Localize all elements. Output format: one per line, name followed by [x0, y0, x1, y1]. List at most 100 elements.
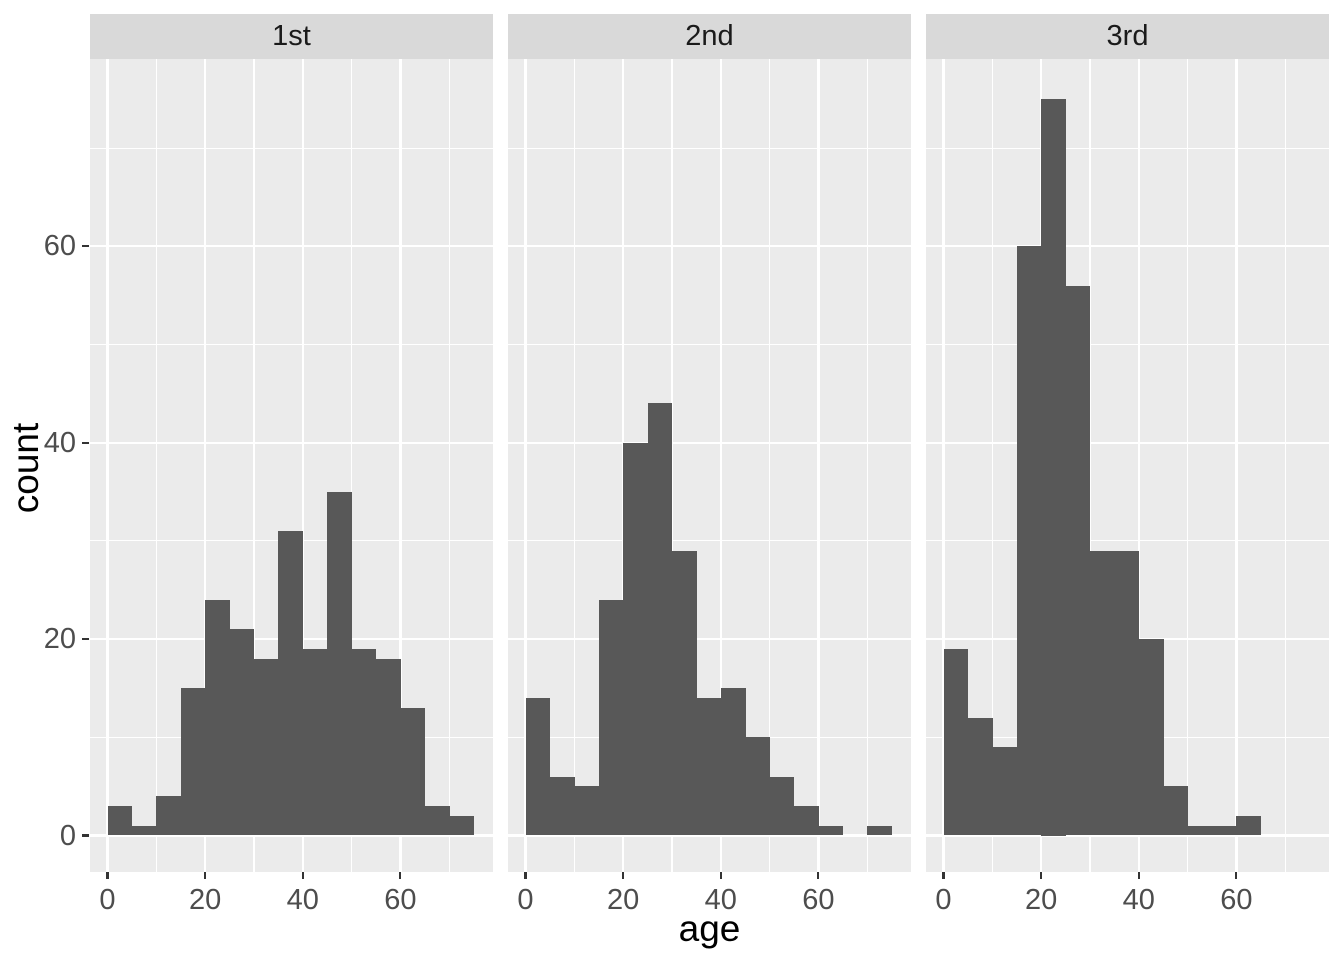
- y-tick-mark: [82, 441, 89, 444]
- gridline-minor-vertical: [448, 59, 450, 872]
- histogram-bar: [867, 825, 892, 836]
- histogram-bar: [745, 737, 770, 836]
- x-tick-label: 40: [1122, 884, 1155, 916]
- x-tick-mark: [1235, 872, 1238, 879]
- x-axis-title: age: [678, 908, 741, 949]
- facet-panel: [926, 59, 1329, 872]
- x-tick-mark: [204, 872, 207, 879]
- histogram-bar: [375, 658, 401, 836]
- gridline-major-vertical: [1235, 59, 1238, 872]
- histogram-bar: [107, 806, 133, 836]
- gridline-major-vertical: [106, 59, 109, 872]
- histogram-bar: [623, 442, 648, 836]
- gridline-minor-vertical: [991, 59, 993, 872]
- gridline-minor-horizontal: [508, 343, 911, 346]
- x-tick-mark: [106, 872, 109, 879]
- gridline-minor-horizontal: [926, 147, 1329, 149]
- histogram-bar: [302, 648, 328, 836]
- gridline-minor-vertical: [253, 59, 255, 872]
- gridline-major-horizontal: [90, 834, 493, 837]
- gridline-minor-vertical: [573, 59, 575, 872]
- gridline-minor-vertical: [768, 59, 771, 872]
- histogram-bar: [1114, 550, 1140, 836]
- histogram-bar: [424, 806, 450, 836]
- gridline-major-horizontal: [508, 245, 911, 248]
- histogram-bar: [992, 747, 1018, 836]
- facet-strip: 2nd: [508, 14, 911, 59]
- x-tick-label: 20: [188, 884, 222, 916]
- gridline-minor-vertical: [350, 59, 353, 872]
- gridline-major-vertical: [621, 59, 625, 872]
- histogram-bar: [1211, 825, 1237, 836]
- histogram-bar: [1187, 825, 1213, 836]
- gridline-major-vertical: [203, 59, 207, 872]
- facet-panel: [508, 59, 911, 872]
- histogram-bar: [671, 550, 697, 836]
- histogram-bar: [720, 688, 746, 836]
- histogram-bar: [647, 403, 673, 836]
- gridline-major-horizontal: [90, 441, 493, 444]
- y-tick-mark: [82, 834, 89, 837]
- histogram-bar: [549, 776, 575, 836]
- gridline-major-horizontal: [926, 441, 1329, 444]
- histogram-bar: [1041, 99, 1066, 836]
- histogram-bar: [278, 531, 304, 836]
- facet-panel: [90, 59, 493, 872]
- gridline-major-vertical: [1137, 59, 1140, 872]
- histogram-bar: [769, 776, 795, 836]
- histogram-bar: [1163, 786, 1188, 836]
- x-tick-label: 0: [517, 884, 534, 916]
- gridline-minor-vertical: [1186, 59, 1189, 872]
- histogram-bar: [131, 825, 157, 836]
- y-tick-label: 20: [43, 623, 76, 656]
- histogram-bar: [327, 491, 352, 836]
- gridline-major-vertical: [719, 59, 722, 872]
- histogram-bar: [943, 648, 969, 836]
- facet-strip-label: 2nd: [685, 20, 734, 52]
- y-tick-label: 60: [43, 230, 76, 263]
- histogram-bar: [1016, 246, 1042, 836]
- histogram-bar: [967, 717, 993, 836]
- y-tick-label: 40: [43, 426, 76, 459]
- gridline-major-vertical: [817, 59, 820, 872]
- gridline-major-horizontal: [926, 834, 1329, 837]
- histogram-bar: [180, 688, 206, 836]
- x-tick-mark: [942, 872, 945, 879]
- histogram-bar: [598, 599, 624, 836]
- gridline-major-vertical: [301, 59, 304, 872]
- x-tick-mark: [399, 872, 402, 879]
- x-tick-label: 0: [935, 884, 952, 916]
- histogram-bar: [205, 599, 230, 836]
- x-tick-label: 60: [384, 884, 417, 916]
- gridline-major-horizontal: [508, 834, 911, 837]
- facet-strip-label: 3rd: [1106, 20, 1149, 52]
- y-tick-mark: [82, 638, 89, 641]
- y-tick-mark: [82, 245, 89, 248]
- gridline-minor-horizontal: [90, 147, 493, 149]
- gridline-major-vertical: [524, 59, 527, 872]
- x-tick-label: 0: [99, 884, 116, 916]
- gridline-major-vertical: [399, 59, 402, 872]
- x-tick-mark: [719, 872, 722, 879]
- y-tick-label: 0: [59, 819, 76, 852]
- x-tick-label: 40: [286, 884, 319, 916]
- gridline-major-horizontal: [90, 245, 493, 248]
- gridline-minor-vertical: [866, 59, 868, 872]
- facet-strip-label: 1st: [272, 20, 311, 52]
- histogram-bar: [1065, 285, 1091, 836]
- x-tick-label: 20: [606, 884, 640, 916]
- histogram-bar: [525, 698, 551, 836]
- histogram-bar: [156, 796, 182, 836]
- histogram-bar: [1089, 550, 1115, 836]
- x-tick-mark: [1137, 872, 1140, 879]
- gridline-minor-vertical: [155, 59, 157, 872]
- histogram-bar: [793, 806, 819, 836]
- gridline-minor-horizontal: [90, 343, 493, 346]
- y-axis-title: count: [5, 422, 46, 514]
- histogram-bar: [449, 815, 474, 836]
- histogram-bar: [574, 786, 600, 836]
- x-tick-mark: [817, 872, 820, 879]
- facet-strip: 3rd: [926, 14, 1329, 59]
- histogram-bar: [229, 629, 255, 836]
